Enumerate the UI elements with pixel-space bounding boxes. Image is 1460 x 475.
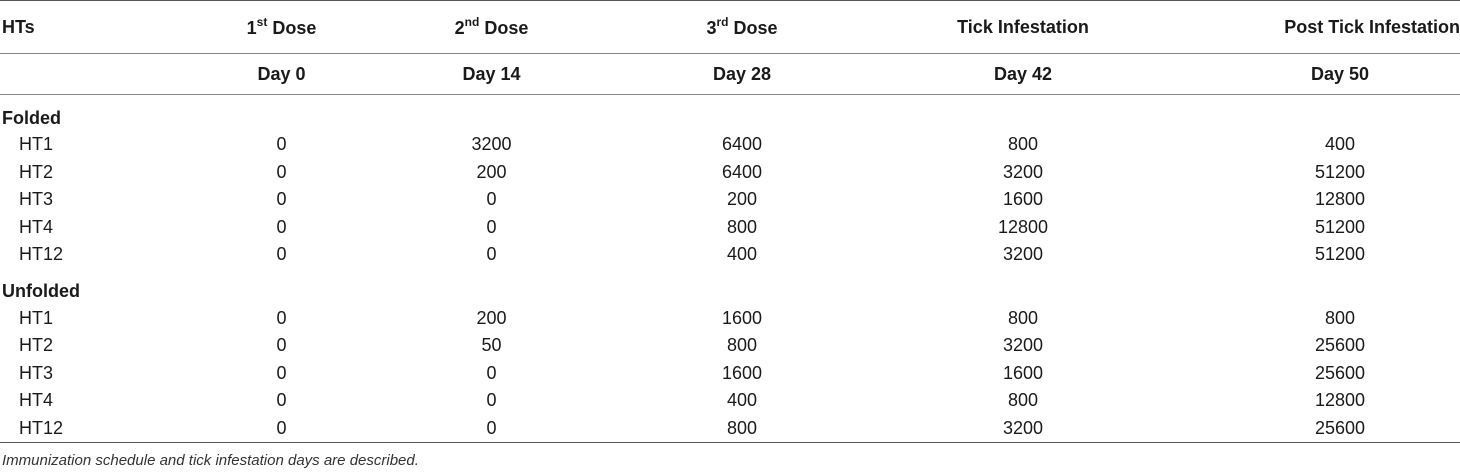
table-cell: 51200	[1314, 161, 1366, 182]
group-row: Unfolded	[0, 269, 1460, 305]
row-label: HT2	[19, 335, 54, 356]
row-label: HT1	[19, 134, 54, 155]
header-dose-2: 2nd Dose	[454, 14, 529, 38]
table-row: HT12 0 0 800 3200 25600	[0, 414, 1460, 443]
header-dose-3: 3rd Dose	[706, 14, 778, 38]
table-footnote: Immunization schedule and tick infestati…	[2, 452, 419, 469]
table-row: HT4 0 0 800 12800 51200	[0, 214, 1460, 242]
header-day-28: Day 28	[620, 53, 864, 95]
header-post-tick-infestation: Post Tick Infestation	[1284, 16, 1460, 37]
header-row-2: Day 0 Day 14 Day 28 Day 42 Day 50	[0, 53, 1460, 95]
table-cell: 3200	[1002, 244, 1044, 265]
row-label: HT4	[19, 216, 54, 237]
table-row: HT12 0 0 400 3200 51200	[0, 241, 1460, 269]
table-cell: 6400	[721, 161, 763, 182]
table-cell: 12800	[1314, 189, 1366, 210]
table-row: HT1 0 200 1600 800 800	[0, 305, 1460, 333]
table-cell: 0	[276, 390, 287, 411]
row-label: HT3	[19, 362, 54, 383]
table-cell: 0	[486, 189, 497, 210]
table-cell: 0	[276, 134, 287, 155]
row-label: HT2	[19, 161, 54, 182]
table-cell: 200	[726, 189, 758, 210]
table-cell: 50	[481, 335, 502, 356]
table-cell: 800	[726, 216, 758, 237]
table-cell: 200	[476, 161, 507, 182]
table-row: HT3 0 0 200 1600 12800	[0, 186, 1460, 214]
header-day-0: Day 0	[200, 53, 363, 95]
table-cell: 800	[1007, 390, 1039, 411]
header-tick-infestation: Tick Infestation	[957, 16, 1089, 37]
table-cell: 0	[486, 216, 497, 237]
table-cell: 800	[1324, 307, 1356, 328]
table-cell: 1600	[721, 362, 763, 383]
table-cell: 800	[726, 335, 758, 356]
table-cell: 51200	[1314, 244, 1366, 265]
table-cell: 800	[1007, 134, 1039, 155]
table-cell: 0	[276, 362, 287, 383]
table-cell: 3200	[864, 414, 1182, 443]
table-cell: 0	[486, 362, 497, 383]
table-cell: 0	[276, 189, 287, 210]
header-hts: HTs	[2, 16, 35, 37]
table-cell: 800	[1007, 307, 1039, 328]
row-label: HT3	[19, 189, 54, 210]
table-cell: 0	[276, 335, 287, 356]
table-cell: 12800	[997, 216, 1049, 237]
table-cell: 200	[476, 307, 507, 328]
table-cell: 1600	[1002, 362, 1044, 383]
header-day-14: Day 14	[363, 53, 620, 95]
table-cell: 3200	[1002, 161, 1044, 182]
group-label: Folded	[2, 107, 61, 128]
table-cell: 25600	[1314, 362, 1366, 383]
table-row: HT2 0 200 6400 3200 51200	[0, 159, 1460, 187]
table-cell: 0	[486, 244, 497, 265]
table-cell: 51200	[1314, 216, 1366, 237]
table-cell: 12800	[1314, 390, 1366, 411]
table-row: HT2 0 50 800 3200 25600	[0, 332, 1460, 360]
table-cell: 1600	[1002, 189, 1044, 210]
table-cell: 1600	[721, 307, 763, 328]
table-cell: 0	[276, 307, 287, 328]
table-cell: 400	[726, 244, 758, 265]
row-label: HT12	[19, 244, 64, 265]
table-cell: 3200	[1002, 335, 1044, 356]
table-cell: 0	[276, 161, 287, 182]
table-cell: 25600	[1182, 414, 1460, 443]
table-cell: 400	[1324, 134, 1356, 155]
table-cell: 0	[276, 244, 287, 265]
header-day-42: Day 42	[864, 53, 1182, 95]
table-row: HT1 0 3200 6400 800 400	[0, 131, 1460, 159]
table-row: HT3 0 0 1600 1600 25600	[0, 360, 1460, 388]
header-row-1: HTs 1st Dose 2nd Dose 3rd Dose Tick Infe…	[0, 0, 1460, 54]
header-blank	[0, 53, 200, 95]
table-cell: 25600	[1314, 335, 1366, 356]
table-body: Folded HT1 0 3200 6400 800 400 HT2 0 200 6400 3200 5…	[0, 95, 1460, 443]
row-label: HT4	[19, 390, 54, 411]
table-cell: 0	[363, 414, 620, 443]
row-label: HT1	[19, 307, 54, 328]
table-cell: 0	[276, 216, 287, 237]
table-row: HT4 0 0 400 800 12800	[0, 387, 1460, 415]
titer-table: HTs 1st Dose 2nd Dose 3rd Dose Tick Infe…	[0, 0, 1460, 443]
header-day-50: Day 50	[1182, 53, 1460, 95]
table-cell: 6400	[721, 134, 763, 155]
group-row: Folded	[0, 95, 1460, 132]
table-cell: 0	[200, 414, 363, 443]
group-label: Unfolded	[2, 281, 80, 301]
table-cell: 400	[726, 390, 758, 411]
table-cell: 3200	[471, 134, 512, 155]
row-label: HT12	[0, 414, 200, 443]
table-cell: 0	[486, 390, 497, 411]
table-cell: 800	[620, 414, 864, 443]
header-dose-1: 1st Dose	[246, 14, 317, 38]
